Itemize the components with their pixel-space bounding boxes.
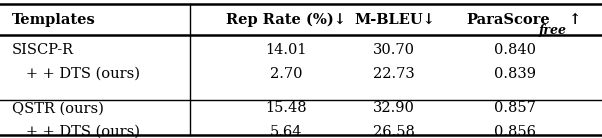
Text: + + DTS (ours): + + DTS (ours) (12, 67, 140, 81)
Text: 22.73: 22.73 (373, 67, 415, 81)
Text: 14.01: 14.01 (265, 43, 306, 57)
Text: 0.856: 0.856 (494, 125, 536, 138)
Text: 30.70: 30.70 (373, 43, 415, 57)
Text: + + DTS (ours): + + DTS (ours) (12, 125, 140, 138)
Text: Templates: Templates (12, 13, 96, 27)
Text: 2.70: 2.70 (270, 67, 302, 81)
Text: 0.839: 0.839 (494, 67, 536, 81)
Text: free: free (539, 24, 567, 37)
Text: 0.840: 0.840 (494, 43, 536, 57)
Text: 0.857: 0.857 (494, 101, 536, 115)
Text: Rep Rate (%)↓: Rep Rate (%)↓ (226, 13, 346, 27)
Text: ↑: ↑ (569, 13, 581, 27)
Text: ParaScore: ParaScore (467, 13, 550, 27)
Text: 5.64: 5.64 (270, 125, 302, 138)
Text: 26.58: 26.58 (373, 125, 415, 138)
Text: 32.90: 32.90 (373, 101, 415, 115)
Text: QSTR (ours): QSTR (ours) (12, 101, 104, 115)
Text: 15.48: 15.48 (265, 101, 307, 115)
Text: SISCP-R: SISCP-R (12, 43, 74, 57)
Text: M-BLEU↓: M-BLEU↓ (354, 13, 435, 27)
